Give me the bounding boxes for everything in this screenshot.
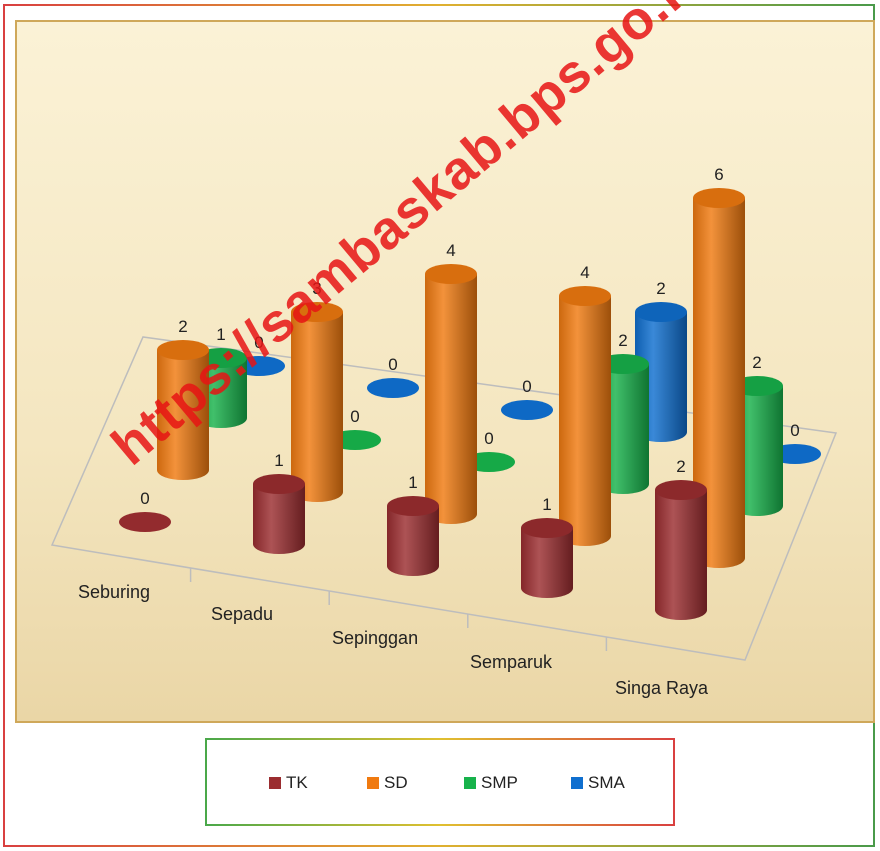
bar-sd-seburing: [157, 340, 209, 480]
data-label-tk-seburing: 0: [140, 489, 149, 508]
bar-sd-sepadu: [291, 302, 343, 502]
bar-tk-singa-raya: [655, 480, 707, 620]
data-label-smp-sepinggan: 0: [484, 429, 493, 448]
legend-item-smp: SMP: [464, 773, 518, 793]
legend-item-sma: SMA: [571, 773, 625, 793]
legend-swatch-sma: [571, 777, 583, 789]
data-label-sma-singa-raya: 0: [790, 421, 799, 440]
category-label-sepadu: Sepadu: [211, 604, 273, 624]
legend-swatch-tk: [269, 777, 281, 789]
data-label-sma-sepadu: 0: [388, 355, 397, 374]
data-label-tk-semparuk: 1: [542, 495, 551, 514]
legend-label-sma: SMA: [588, 773, 625, 792]
chart-floor: [50, 336, 838, 661]
legend-label-tk: TK: [286, 773, 308, 792]
bar-sma-sepadu: [367, 378, 419, 398]
data-label-smp-sepadu: 0: [350, 407, 359, 426]
data-label-smp-semparuk: 2: [618, 331, 627, 350]
data-label-smp-seburing: 1: [216, 325, 225, 344]
data-label-sd-seburing: 2: [178, 317, 187, 336]
bar-tk-sepinggan: [387, 496, 439, 576]
data-label-smp-singa-raya: 2: [752, 353, 761, 372]
category-label-singa-raya: Singa Raya: [615, 678, 709, 698]
category-label-sepinggan: Sepinggan: [332, 628, 418, 648]
legend-label-sd: SD: [384, 773, 408, 792]
legend: TK SD SMP SMA: [205, 738, 675, 826]
bar-sd-singa-raya: [693, 188, 745, 568]
category-label-seburing: Seburing: [78, 582, 150, 602]
data-label-tk-sepadu: 1: [274, 451, 283, 470]
chart-bars: [119, 188, 821, 620]
data-label-sd-semparuk: 4: [580, 263, 589, 282]
chart-labels: 0 0 0 2 0 1 0 0 2 2 2 3 4 4 6 0 1 1 1 2 Seburing Sepadu Seping…: [78, 165, 800, 698]
category-label-semparuk: Semparuk: [470, 652, 553, 672]
data-label-sd-singa-raya: 6: [714, 165, 723, 184]
data-label-sma-sepinggan: 0: [522, 377, 531, 396]
bar-tk-semparuk: [521, 518, 573, 598]
data-label-tk-singa-raya: 2: [676, 457, 685, 476]
bar-tk-seburing: [119, 512, 171, 532]
legend-item-tk: TK: [269, 773, 308, 793]
legend-label-smp: SMP: [481, 773, 518, 792]
bar-sd-semparuk: [559, 286, 611, 546]
bar-tk-sepadu: [253, 474, 305, 554]
data-label-sma-seburing: 0: [254, 333, 263, 352]
data-label-sma-semparuk: 2: [656, 279, 665, 298]
data-label-sd-sepinggan: 4: [446, 241, 455, 260]
bar-sma-sepinggan: [501, 400, 553, 420]
data-label-tk-sepinggan: 1: [408, 473, 417, 492]
legend-swatch-sd: [367, 777, 379, 789]
data-label-sd-sepadu: 3: [312, 279, 321, 298]
floor-outline: [50, 336, 838, 661]
legend-item-sd: SD: [367, 773, 408, 793]
legend-swatch-smp: [464, 777, 476, 789]
bar-sd-sepinggan: [425, 264, 477, 524]
